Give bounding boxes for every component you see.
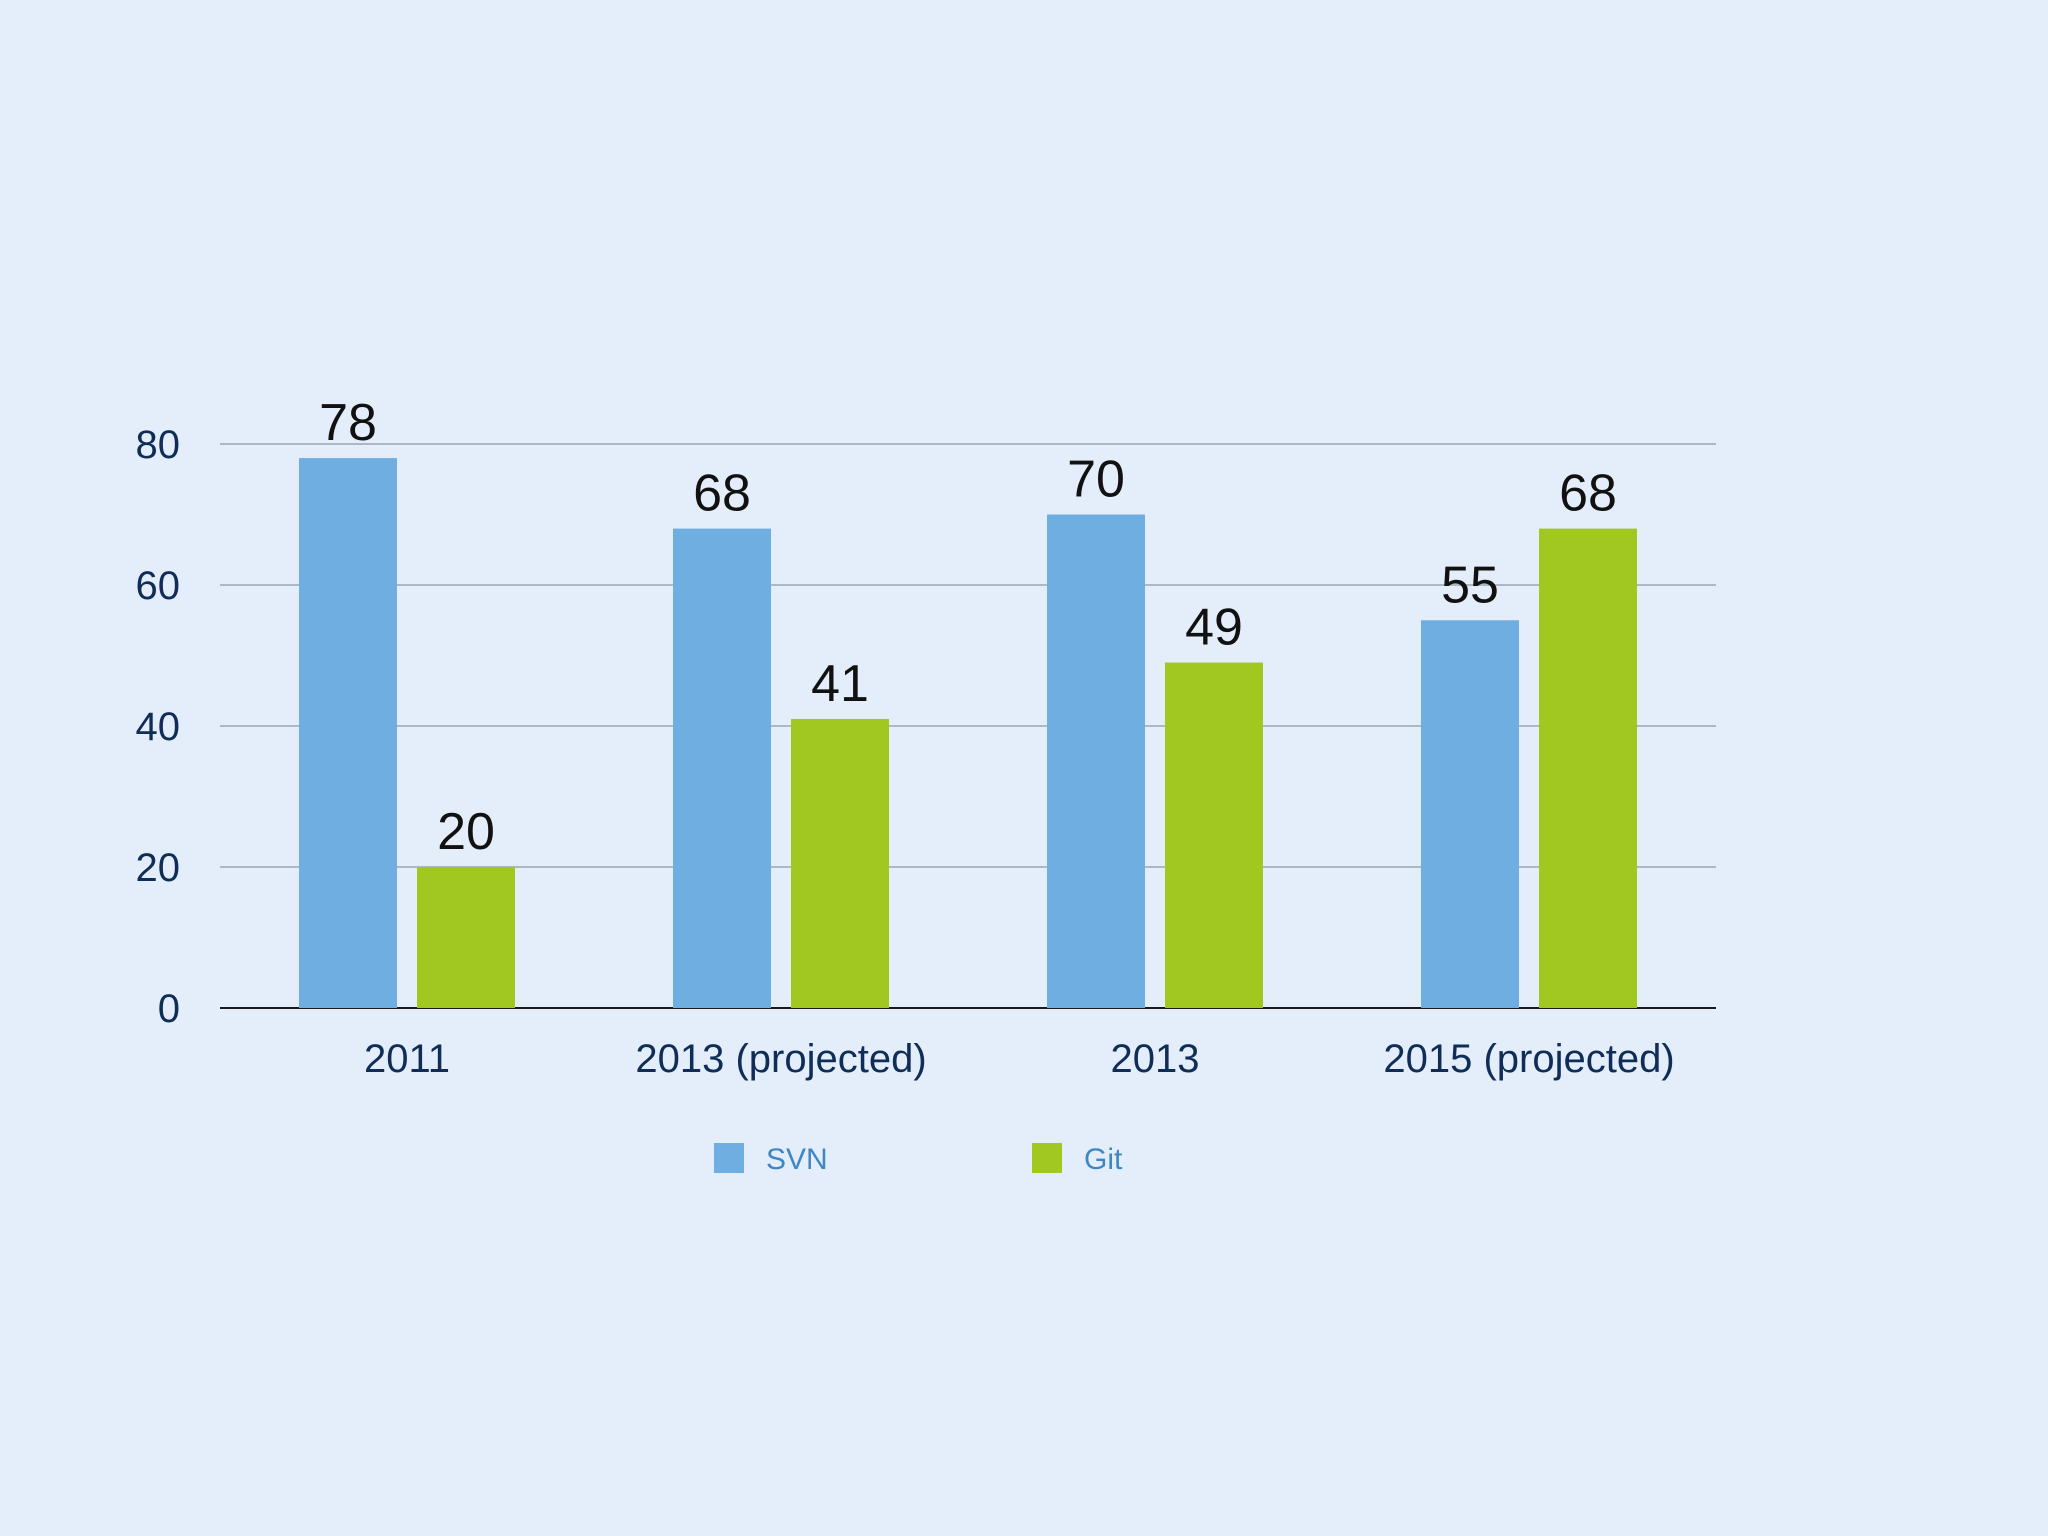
x-tick-label-1: 2013 (projected) [635, 1037, 926, 1081]
data-label-svn-3: 55 [1441, 556, 1499, 614]
data-label-svn-1: 68 [693, 465, 751, 523]
y-tick-label-20: 20 [136, 846, 181, 890]
bar-git-1 [791, 718, 889, 1008]
y-tick-label-60: 60 [136, 564, 181, 608]
legend-label-git: Git [1084, 1143, 1123, 1176]
data-label-git-0: 20 [437, 803, 495, 861]
bar-git-3 [1539, 528, 1637, 1008]
legend-label-svn: SVN [766, 1143, 828, 1176]
data-labels: 78 20 68 41 70 49 55 68 [319, 394, 1617, 861]
bar-svn-0 [299, 458, 397, 1009]
data-label-git-2: 49 [1185, 599, 1243, 657]
bars [299, 458, 1637, 1009]
x-tick-label-3: 2015 (projected) [1383, 1037, 1674, 1081]
x-tick-label-2: 2013 [1111, 1037, 1200, 1081]
data-label-svn-2: 70 [1067, 451, 1125, 509]
y-tick-label-80: 80 [136, 423, 181, 467]
data-label-git-3: 68 [1559, 465, 1617, 523]
y-axis-ticks: 0 20 40 60 80 [136, 423, 181, 1031]
y-tick-label-40: 40 [136, 705, 181, 749]
bar-git-2 [1165, 662, 1263, 1008]
x-axis-ticks: 2011 2013 (projected) 2013 2015 (projected) [364, 1037, 1675, 1081]
bar-svn-2 [1047, 514, 1145, 1008]
x-tick-label-0: 2011 [364, 1037, 450, 1081]
legend-swatch-svn [714, 1143, 744, 1173]
data-label-git-1: 41 [811, 655, 869, 713]
y-tick-label-0: 0 [158, 987, 180, 1031]
bar-svn-1 [673, 528, 771, 1008]
legend-swatch-git [1032, 1143, 1062, 1173]
bar-svn-3 [1421, 620, 1519, 1008]
legend: SVN Git [714, 1143, 1123, 1176]
bar-git-0 [417, 867, 515, 1008]
data-label-svn-0: 78 [319, 394, 377, 452]
